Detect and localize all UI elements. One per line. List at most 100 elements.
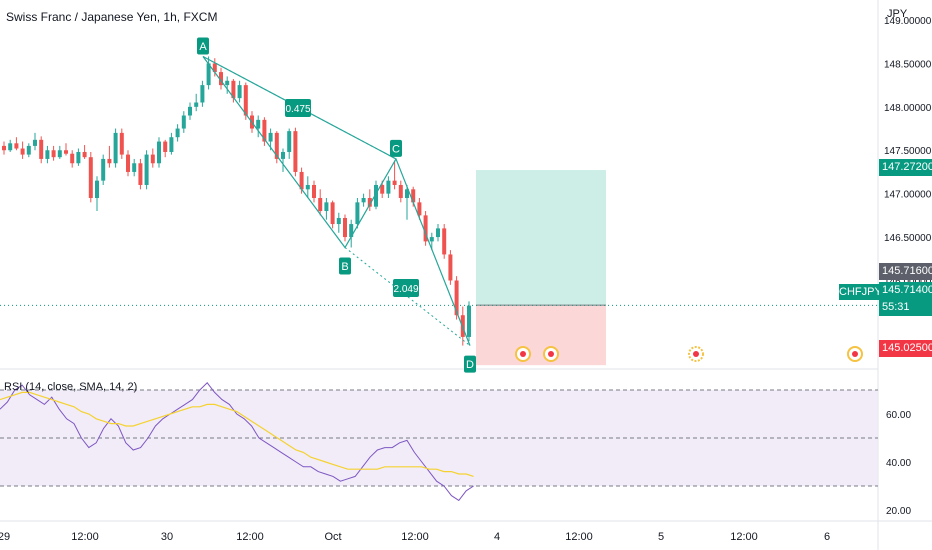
candle-body xyxy=(20,148,25,155)
pattern-ratio-badge xyxy=(285,99,311,117)
candle-body xyxy=(101,158,106,181)
candle-body xyxy=(293,131,298,172)
candle-body xyxy=(467,305,471,337)
candle-body xyxy=(411,189,416,203)
rsi-sma-line xyxy=(0,391,474,477)
candle-body xyxy=(231,80,236,99)
candle-body xyxy=(349,224,354,238)
target-zone xyxy=(476,170,606,306)
candle-body xyxy=(243,85,248,116)
pattern-point-badge xyxy=(339,257,351,275)
candle-body xyxy=(169,137,174,152)
candle-body xyxy=(88,157,93,198)
candle-body xyxy=(442,228,447,255)
candle-body xyxy=(2,145,6,151)
candle-body xyxy=(175,128,180,138)
candle-body xyxy=(8,143,13,151)
candle-body xyxy=(45,150,50,159)
pattern-ac-dotted xyxy=(202,56,397,160)
time-axis-label: 6 xyxy=(824,531,830,543)
candle-body xyxy=(95,180,99,198)
pattern-point-label: B xyxy=(341,261,348,273)
candle-body xyxy=(57,150,62,158)
pattern-point-badge xyxy=(464,355,476,373)
candle-body xyxy=(225,80,230,86)
pattern-bd-dotted xyxy=(344,247,471,347)
candle-body xyxy=(318,198,323,212)
candle-body xyxy=(70,153,75,164)
candle-body xyxy=(386,180,391,194)
current-price-badge: 145.71400 55:31 xyxy=(879,282,932,316)
candle-body xyxy=(380,184,385,194)
candle-body xyxy=(33,139,37,146)
candle-body xyxy=(194,102,199,107)
time-axis-label: 4 xyxy=(494,531,500,543)
candle-body xyxy=(262,119,267,142)
candle-body xyxy=(132,163,137,172)
pattern-cd xyxy=(395,158,471,346)
candle-body xyxy=(119,132,124,155)
candle-body xyxy=(163,141,168,152)
symbol-badge: CHFJPY xyxy=(839,284,882,300)
time-axis-label: 12:00 xyxy=(236,531,264,543)
candle-body xyxy=(343,217,347,238)
pattern-point-label: A xyxy=(199,41,207,53)
candle-body xyxy=(138,163,143,185)
pattern-ratio-label: 0.475 xyxy=(285,104,310,115)
candle-body xyxy=(305,184,310,190)
candle-body xyxy=(219,72,223,86)
candle-body xyxy=(206,63,211,86)
currency-label: JPY xyxy=(887,8,908,20)
candle-body xyxy=(64,150,68,154)
candle-body xyxy=(82,151,87,158)
candle-body xyxy=(330,202,335,225)
price-tick-label: 147.00000 xyxy=(884,190,932,201)
current-price-value: 145.71400 xyxy=(882,284,932,296)
candle-body xyxy=(51,150,56,158)
candle-body xyxy=(281,151,285,159)
candle-body xyxy=(14,143,19,149)
candle-body xyxy=(312,184,316,198)
price-tick-label: 147.50000 xyxy=(884,146,932,157)
candle-body xyxy=(268,132,273,142)
candle-body xyxy=(237,85,242,99)
rsi-band-fill xyxy=(0,390,878,486)
candle-body xyxy=(324,202,329,212)
candle-body xyxy=(188,106,192,116)
candle-body xyxy=(405,189,409,198)
candle-body xyxy=(76,151,81,164)
candle-body xyxy=(355,202,360,225)
candle-body xyxy=(361,198,366,203)
entry-price-badge: 145.71600 xyxy=(879,263,932,280)
candle-body xyxy=(436,228,440,238)
price-tick-label: 146.50000 xyxy=(884,233,932,244)
event-marker-dot xyxy=(852,351,858,357)
time-axis-label: 5 xyxy=(658,531,664,543)
price-tick-label: 148.00000 xyxy=(884,103,932,114)
candle-body xyxy=(392,180,397,185)
stop-zone xyxy=(476,305,606,366)
time-axis-label: 29 xyxy=(0,531,10,543)
candle-body xyxy=(113,132,118,164)
candle-body xyxy=(367,198,372,207)
chart-title: Swiss Franc / Japanese Yen, 1h, FXCM xyxy=(6,10,218,24)
price-tick-label: 149.00000 xyxy=(884,16,932,27)
candle-body xyxy=(150,154,155,164)
candle-body xyxy=(336,217,341,225)
countdown-timer: 55:31 xyxy=(882,301,910,313)
candle-body xyxy=(417,202,422,216)
event-marker-dot xyxy=(548,351,554,357)
candle-body xyxy=(374,184,378,207)
pattern-ratio-label: 2.049 xyxy=(393,284,418,295)
candle-body xyxy=(39,139,44,159)
rsi-tick-label: 20.00 xyxy=(886,506,911,517)
candle-body xyxy=(200,85,205,103)
candle-body xyxy=(287,131,292,152)
target-price-badge: 147.27200 xyxy=(879,159,932,176)
time-axis-label: 12:00 xyxy=(730,531,758,543)
price-tick-label: 146.00000 xyxy=(884,276,932,287)
candle-body xyxy=(398,184,403,198)
candle-body xyxy=(26,145,31,155)
pattern-ratio-badge xyxy=(393,279,419,297)
